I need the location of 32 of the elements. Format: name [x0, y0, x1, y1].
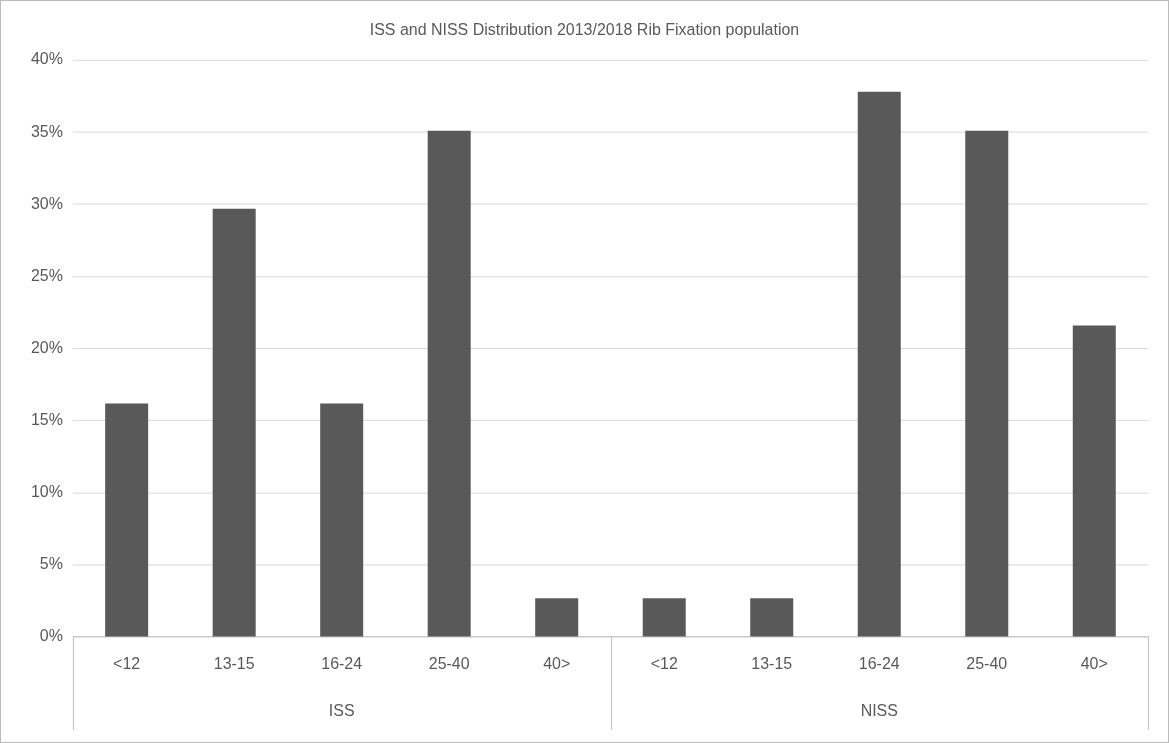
x-tick-label: <12	[650, 655, 678, 672]
x-tick-label: 13-15	[751, 655, 793, 672]
x-tick-label: 25-40	[966, 655, 1008, 672]
y-tick-label: 5%	[39, 555, 63, 573]
y-tick-label: 30%	[30, 194, 63, 212]
bar	[965, 130, 1009, 637]
text: ISS	[328, 702, 355, 720]
x-tick-label: 40>	[1080, 655, 1108, 672]
y-tick-label: 0%	[39, 627, 63, 645]
bar	[212, 208, 256, 637]
y-tick-label: 40%	[30, 50, 63, 68]
x-tick-label: 16-24	[321, 655, 363, 672]
bar	[535, 598, 579, 637]
bar	[105, 403, 149, 637]
y-tick-label: 35%	[30, 122, 63, 140]
bar	[320, 403, 364, 637]
y-tick-label: 20%	[30, 338, 63, 356]
x-tick-label: 13-15	[213, 655, 255, 672]
bar	[642, 598, 686, 637]
y-tick-label: 15%	[30, 411, 63, 429]
text: NISS	[860, 702, 898, 720]
bar	[1072, 325, 1116, 637]
bar	[750, 598, 794, 637]
bar	[857, 91, 901, 637]
x-tick-label: 16-24	[858, 655, 900, 672]
x-tick-label: 40>	[543, 655, 571, 672]
y-tick-label: 10%	[30, 483, 63, 501]
x-tick-label: 25-40	[428, 655, 470, 672]
y-tick-label: 25%	[30, 266, 63, 284]
bar	[427, 130, 471, 637]
x-tick-label: <12	[113, 655, 141, 672]
chart-title: ISS and NISS Distribution 2013/2018 Rib Fixation population	[369, 20, 800, 38]
